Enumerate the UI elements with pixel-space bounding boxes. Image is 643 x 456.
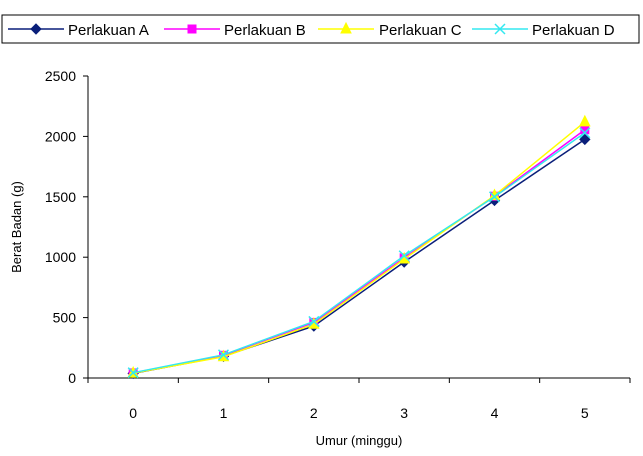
series-d xyxy=(127,127,591,379)
x-axis-title: Umur (minggu) xyxy=(316,433,403,448)
x-tick-label: 5 xyxy=(581,405,589,421)
y-tick-label: 2000 xyxy=(45,128,76,144)
x-tick-label: 4 xyxy=(491,405,499,421)
series-b xyxy=(128,125,590,378)
data-point xyxy=(187,24,197,34)
series-line xyxy=(133,121,586,374)
y-tick-label: 1000 xyxy=(45,249,76,265)
y-tick-label: 0 xyxy=(68,370,76,386)
x-tick-label: 0 xyxy=(129,405,137,421)
data-point xyxy=(340,21,352,34)
x-tick-label: 1 xyxy=(220,405,228,421)
data-point xyxy=(494,23,506,35)
data-point-stroke xyxy=(308,315,320,327)
data-point xyxy=(308,315,320,327)
y-tick-label: 500 xyxy=(53,310,77,326)
data-point-stroke xyxy=(398,250,410,262)
legend-label: Perlakuan D xyxy=(532,22,615,39)
data-point-stroke xyxy=(127,367,139,379)
legend-label: Perlakuan C xyxy=(379,22,462,39)
series-layer xyxy=(127,114,591,380)
legend-item: Perlakuan D xyxy=(472,22,615,39)
plot-axes: 0 500 1000 1500 2000 2500 0 1 2 3 4 5 xyxy=(45,68,631,421)
data-point xyxy=(579,127,591,139)
data-point-stroke xyxy=(579,127,591,139)
legend: Perlakuan A Perlakuan B Perlakuan C Perlaku… xyxy=(1,14,640,44)
data-point xyxy=(579,114,591,127)
data-point xyxy=(488,191,501,203)
data-point xyxy=(579,133,591,146)
legend-item: Perlakuan A xyxy=(8,22,149,39)
y-tick-label: 2500 xyxy=(45,68,76,84)
legend-label: Perlakuan B xyxy=(224,22,306,39)
series-line xyxy=(133,129,586,374)
data-point xyxy=(217,349,230,361)
series-line xyxy=(133,138,586,375)
y-axis-title: Berat Badan (g) xyxy=(9,181,24,273)
legend-label: Perlakuan A xyxy=(68,22,149,39)
data-point-stroke xyxy=(488,191,501,203)
x-tick-label: 2 xyxy=(310,405,318,421)
data-point xyxy=(30,23,42,35)
series-line xyxy=(133,132,586,374)
data-point xyxy=(398,250,410,262)
y-tick-label: 1500 xyxy=(45,189,76,205)
series-c xyxy=(127,114,591,378)
x-tick-label: 3 xyxy=(400,405,408,421)
data-point-stroke xyxy=(217,349,230,361)
legend-item: Perlakuan B xyxy=(164,22,306,39)
legend-item: Perlakuan C xyxy=(318,21,462,39)
series-a xyxy=(127,133,591,380)
data-point xyxy=(127,367,139,379)
data-point-stroke xyxy=(494,23,506,35)
